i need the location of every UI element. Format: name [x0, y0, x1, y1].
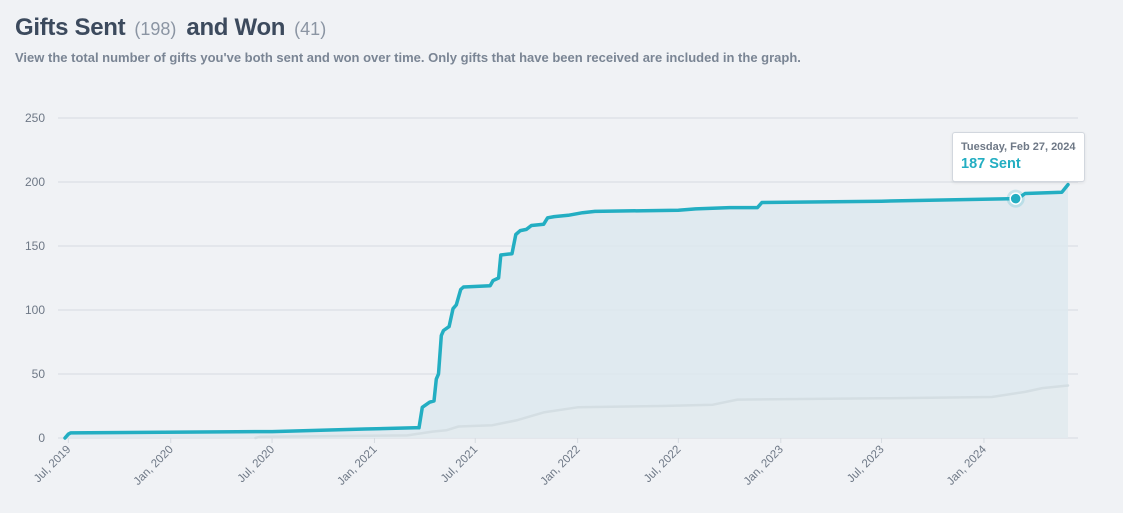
- header: Gifts Sent (198) and Won (41) View the t…: [15, 14, 801, 65]
- y-tick-label: 200: [25, 175, 45, 189]
- series-areas: [65, 184, 1068, 438]
- x-tick-label: Jan, 2020: [132, 444, 176, 488]
- x-tick-label: Jul, 2021: [439, 444, 480, 485]
- page-subtitle: View the total number of gifts you've bo…: [15, 50, 801, 65]
- highlight-marker: [1006, 189, 1025, 208]
- y-tick-label: 150: [25, 239, 45, 253]
- sent-line[interactable]: [63, 182, 1070, 440]
- won-line[interactable]: [254, 384, 1070, 440]
- x-tick-label: Jul, 2023: [845, 444, 886, 485]
- y-tick-label: 0: [38, 431, 45, 445]
- y-tick-label: 100: [25, 303, 45, 317]
- chart-tooltip: Tuesday, Feb 27, 2024 187 Sent: [952, 132, 1085, 182]
- x-tick-label: Jul, 2022: [642, 444, 683, 485]
- x-tick-label: Jul, 2020: [236, 444, 277, 485]
- highlight-point[interactable]: [1009, 192, 1022, 205]
- gifts-won-count: (41): [294, 19, 327, 39]
- x-tick-label: Jul, 2019: [32, 444, 73, 485]
- x-tick-label: Jan, 2021: [335, 444, 379, 488]
- gifts-won-title: and Won: [186, 14, 286, 41]
- series-lines: [63, 182, 1070, 440]
- sent-area: [65, 184, 1068, 438]
- y-tick-label: 50: [32, 367, 46, 381]
- x-tick-label: Jan, 2024: [945, 443, 990, 488]
- gifts-sent-count: (198): [134, 19, 177, 39]
- tooltip-date: Tuesday, Feb 27, 2024: [961, 141, 1076, 153]
- x-tick-label: Jan, 2022: [539, 444, 583, 488]
- y-tick-label: 250: [25, 111, 45, 125]
- gifts-sent-title: Gifts Sent: [15, 14, 126, 41]
- title-row: Gifts Sent (198) and Won (41): [15, 14, 801, 42]
- x-tick-label: Jan, 2023: [742, 444, 786, 488]
- tooltip-value: 187 Sent: [961, 156, 1021, 172]
